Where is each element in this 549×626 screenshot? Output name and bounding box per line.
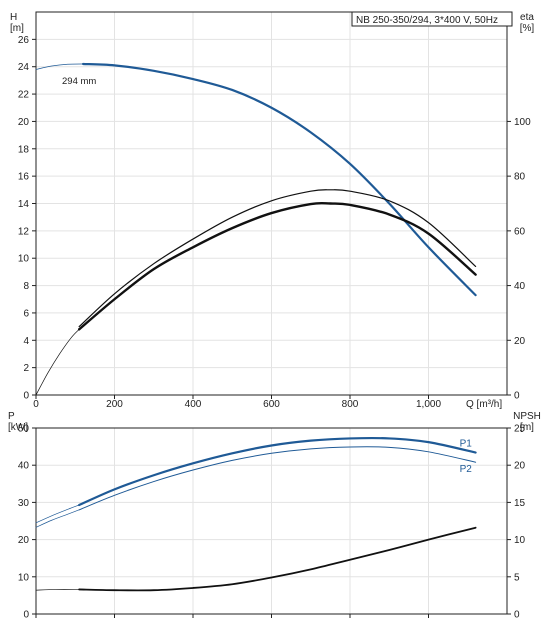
y-right-tick-label: 100 bbox=[514, 117, 531, 128]
impeller-diameter-label: 294 mm bbox=[62, 76, 96, 87]
y-left-axis-label: [kW] bbox=[8, 422, 28, 433]
y-right-axis-label: eta bbox=[520, 12, 534, 23]
plot-frame bbox=[35, 11, 508, 396]
series-line-bottom-4 bbox=[78, 526, 477, 592]
y-right-tick-label: 40 bbox=[514, 281, 526, 292]
y-left-tick-label: 20 bbox=[18, 117, 30, 128]
y-right-tick-label: 5 bbox=[514, 572, 520, 583]
y-right-tick-label: 0 bbox=[514, 610, 520, 621]
y-right-tick-label: 10 bbox=[514, 535, 526, 546]
title-box bbox=[351, 11, 513, 27]
y-left-tick-label: 18 bbox=[18, 144, 30, 155]
series-line-bottom-3 bbox=[35, 509, 80, 528]
y-right-tick-label: 0 bbox=[514, 391, 520, 402]
y-left-tick-label: 22 bbox=[18, 90, 30, 101]
y-left-tick-label: 10 bbox=[18, 572, 30, 583]
y-left-tick-label: 20 bbox=[18, 535, 30, 546]
y-right-tick-label: 80 bbox=[514, 172, 526, 183]
y-left-tick-label: 16 bbox=[18, 172, 30, 183]
y-right-axis-label: [m] bbox=[520, 422, 534, 433]
y-right-axis-label: NPSH bbox=[513, 411, 541, 422]
power-npsh-panel: 0 10 20 30 40 50 0 5 10 15 20 25 P[kW] NPSH[m] P1 P2 bbox=[8, 411, 541, 621]
y-left-tick-label: 26 bbox=[18, 35, 30, 46]
y-right-tick-label: 15 bbox=[514, 498, 526, 509]
y-left-tick-label: 30 bbox=[18, 498, 30, 509]
series-label-p2: P2 bbox=[460, 464, 473, 475]
x-axis-label: Q [m³/h] bbox=[466, 399, 502, 410]
y-right-tick-label: 20 bbox=[514, 461, 526, 472]
y-right-axis-label: [%] bbox=[520, 23, 535, 34]
series-line-top-0 bbox=[82, 62, 477, 297]
series-line-p1 bbox=[78, 436, 477, 507]
x-tick-label: 0 bbox=[33, 399, 39, 410]
series-label-p1: P1 bbox=[460, 439, 473, 450]
y-left-tick-label: 50 bbox=[18, 424, 30, 435]
x-tick-label: 400 bbox=[185, 399, 202, 410]
y-left-tick-label: 6 bbox=[23, 308, 29, 319]
y-right-tick-label: 20 bbox=[514, 336, 526, 347]
series-line-top-4 bbox=[35, 328, 80, 396]
series-line-top-3 bbox=[77, 201, 477, 331]
title-text: NB 250-350/294, 3*400 V, 50Hz bbox=[356, 15, 498, 26]
series-line-bottom-5 bbox=[35, 589, 80, 591]
x-tick-label: 200 bbox=[106, 399, 123, 410]
y-right-tick-label: 25 bbox=[514, 424, 526, 435]
y-left-tick-label: 0 bbox=[23, 391, 29, 402]
series-line-bottom-1 bbox=[35, 504, 80, 524]
y-left-axis-label: H bbox=[10, 12, 17, 23]
y-left-tick-label: 8 bbox=[23, 281, 29, 292]
y-left-tick-label: 4 bbox=[23, 336, 29, 347]
series-line-top-1 bbox=[35, 63, 84, 70]
y-right-tick-label: 60 bbox=[514, 226, 526, 237]
y-left-tick-label: 2 bbox=[23, 363, 29, 374]
y-left-tick-label: 40 bbox=[18, 461, 30, 472]
y-left-tick-label: 12 bbox=[18, 226, 30, 237]
series-line-top-2 bbox=[78, 189, 477, 328]
x-tick-label: 1,000 bbox=[416, 399, 441, 410]
y-left-axis-label: [m] bbox=[10, 23, 24, 34]
y-left-tick-label: 14 bbox=[18, 199, 30, 210]
y-left-tick-label: 0 bbox=[23, 610, 29, 621]
y-left-axis-label: P bbox=[8, 411, 15, 422]
x-tick-label: 800 bbox=[342, 399, 359, 410]
y-left-tick-label: 24 bbox=[18, 62, 30, 73]
series-line-p2 bbox=[78, 446, 477, 511]
x-tick-label: 600 bbox=[263, 399, 280, 410]
y-left-tick-label: 10 bbox=[18, 254, 30, 265]
plot-frame bbox=[35, 427, 508, 615]
